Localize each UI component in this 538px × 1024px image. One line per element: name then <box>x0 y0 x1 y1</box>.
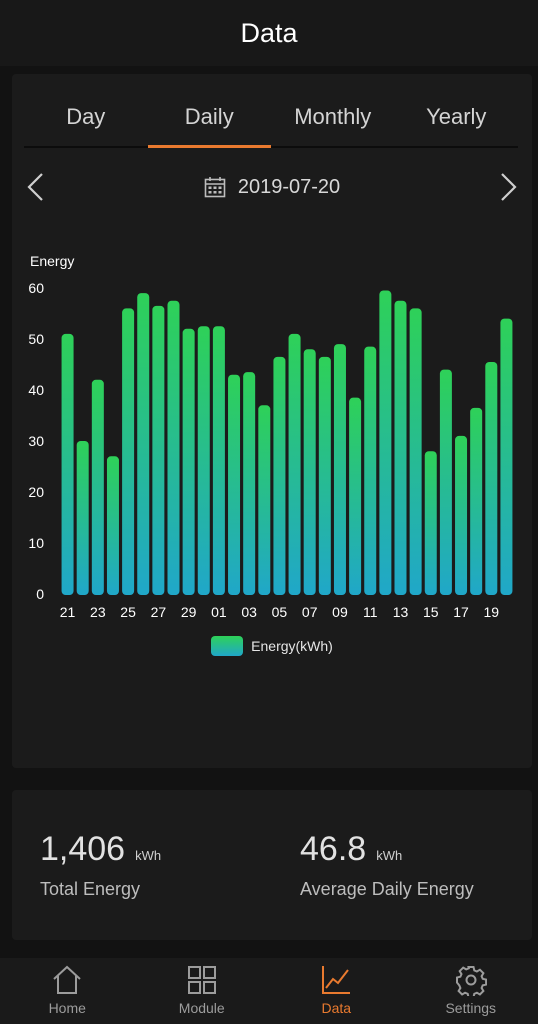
bar-07[interactable] <box>303 349 316 595</box>
page-title: Data <box>240 17 298 48</box>
chevron-right-icon[interactable] <box>490 170 524 204</box>
bar-30[interactable] <box>197 326 210 595</box>
bar-14[interactable] <box>409 308 422 595</box>
bar-10[interactable] <box>349 397 362 595</box>
tab-monthly[interactable]: Monthly <box>294 104 372 129</box>
bar-20[interactable] <box>500 318 513 595</box>
nav-module-label: Module <box>178 1000 225 1016</box>
total-energy-label: Total Energy <box>40 879 141 899</box>
bar-13[interactable] <box>394 300 407 595</box>
nav-module[interactable]: Module <box>135 958 270 1024</box>
bar-16[interactable] <box>439 369 452 595</box>
total-energy-unit: kWh <box>135 848 162 863</box>
bar-03[interactable] <box>243 372 256 595</box>
y-tick-label: 60 <box>28 280 44 296</box>
y-tick-label: 50 <box>28 331 44 347</box>
x-tick-label: 21 <box>60 604 76 620</box>
total-energy-value: 1,406 <box>40 830 126 868</box>
bar-19[interactable] <box>485 361 498 595</box>
x-tick-label: 09 <box>332 604 348 620</box>
date-selector: 2019-07-20 <box>12 164 532 210</box>
nav-home[interactable]: Home <box>0 958 135 1024</box>
total-energy-stat: 1,406 kWh Total Energy <box>40 830 161 900</box>
nav-home-label: Home <box>48 1000 86 1016</box>
x-tick-label: 03 <box>241 604 257 620</box>
tab-day[interactable]: Day <box>66 104 106 129</box>
bar-02[interactable] <box>228 374 241 595</box>
chevron-left-icon[interactable] <box>20 170 54 204</box>
legend-swatch <box>211 636 244 656</box>
chart-legend: Energy(kWh) <box>12 636 532 656</box>
chart-icon <box>322 966 351 994</box>
x-tick-label: 29 <box>181 604 197 620</box>
y-tick-label: 0 <box>36 586 44 602</box>
bar-27[interactable] <box>152 305 165 595</box>
bar-21[interactable] <box>61 333 74 595</box>
calendar-icon <box>204 177 226 198</box>
date-picker[interactable]: 2019-07-20 <box>12 164 532 210</box>
x-tick-label: 07 <box>302 604 318 620</box>
bar-08[interactable] <box>318 356 331 595</box>
x-tick-label: 11 <box>363 604 378 620</box>
bar-29[interactable] <box>182 328 195 595</box>
bar-06[interactable] <box>288 333 301 595</box>
x-tick-label: 19 <box>484 604 500 620</box>
bar-15[interactable] <box>424 451 437 595</box>
home-icon <box>53 965 81 994</box>
x-tick-label: 01 <box>211 604 227 620</box>
bar-17[interactable] <box>455 435 468 595</box>
x-tick-label: 17 <box>453 604 469 620</box>
bar-18[interactable] <box>470 407 483 595</box>
legend-label: Energy(kWh) <box>251 638 333 654</box>
nav-settings[interactable]: Settings <box>404 958 538 1024</box>
nav-data-label: Data <box>321 1000 352 1016</box>
app-header: Data <box>0 0 538 66</box>
energy-bar-chart: Energy 0 10 20 30 40 50 60 21 23 25 27 29 01 03 05 07 0… <box>28 253 513 620</box>
x-tick-label: 25 <box>120 604 136 620</box>
bar-25[interactable] <box>122 308 135 595</box>
bar-28[interactable] <box>167 300 180 595</box>
bar-11[interactable] <box>364 346 377 595</box>
bar-24[interactable] <box>106 456 119 595</box>
x-tick-label: 27 <box>151 604 167 620</box>
bar-09[interactable] <box>333 344 346 595</box>
average-energy-stat: 46.8 kWh Average Daily Energy <box>300 830 474 900</box>
summary-card: 1,406 kWh Total Energy 46.8 kWh Average Da… <box>12 790 532 940</box>
period-tabs: Day Daily Monthly Yearly <box>24 74 518 148</box>
bar-04[interactable] <box>258 405 271 595</box>
bar-12[interactable] <box>379 290 392 595</box>
y-axis-label: Energy <box>30 253 74 269</box>
average-energy-unit: kWh <box>376 848 403 863</box>
bar-22[interactable] <box>76 441 89 595</box>
bar-26[interactable] <box>137 293 150 595</box>
chart-card: Day Daily Monthly Yearly 2019-07-20 <box>12 74 532 768</box>
tab-yearly[interactable]: Yearly <box>426 104 487 129</box>
x-tick-label: 13 <box>393 604 409 620</box>
y-tick-label: 20 <box>28 484 44 500</box>
x-tick-label: 15 <box>423 604 439 620</box>
y-tick-label: 40 <box>28 382 44 398</box>
y-tick-label: 30 <box>28 433 44 449</box>
average-energy-value: 46.8 <box>300 830 367 868</box>
gear-icon <box>455 966 487 996</box>
bottom-navigation: Home Module Data Settings <box>0 958 538 1024</box>
tab-daily[interactable]: Daily <box>147 74 272 148</box>
bar-05[interactable] <box>273 356 286 595</box>
y-tick-label: 10 <box>28 535 44 551</box>
x-tick-label: 05 <box>272 604 288 620</box>
nav-settings-label: Settings <box>445 1000 497 1016</box>
average-energy-label: Average Daily Energy <box>300 879 474 899</box>
bar-23[interactable] <box>91 379 104 595</box>
x-tick-label: 23 <box>90 604 106 620</box>
selected-date: 2019-07-20 <box>237 175 341 198</box>
bar-01[interactable] <box>212 326 225 595</box>
grid-icon <box>187 966 216 994</box>
nav-data[interactable]: Data <box>269 958 404 1024</box>
